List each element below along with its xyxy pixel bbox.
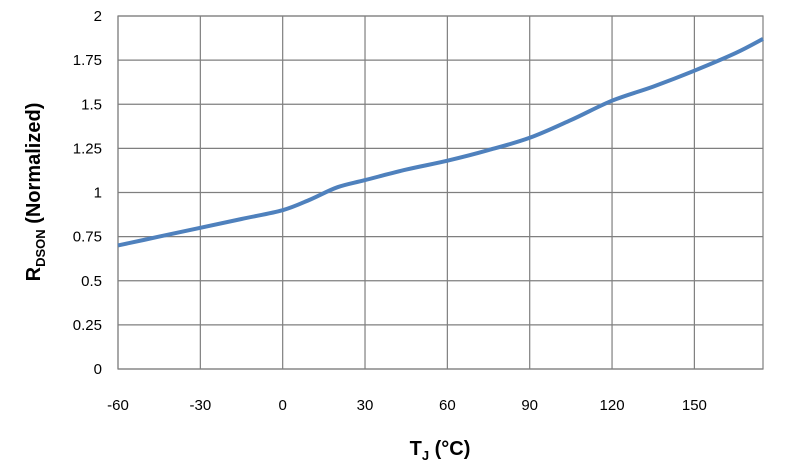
y-axis-title-main: R — [23, 266, 45, 281]
y-tick-label: 1.25 — [73, 140, 102, 157]
y-axis-title-sub: DSON — [33, 229, 48, 267]
x-tick-label: 150 — [682, 397, 707, 414]
x-tick-label: 30 — [357, 397, 374, 414]
x-axis-title-suffix: (°C) — [429, 438, 470, 460]
y-tick-label: 2 — [94, 8, 102, 25]
y-axis-ticks: 0 0.25 0.5 0.75 1 1.25 1.5 1.75 2 — [73, 8, 102, 378]
x-axis-title-main: T — [410, 438, 422, 460]
plot-frame — [117, 15, 764, 370]
x-tick-label: 120 — [600, 397, 625, 414]
x-tick-label: -30 — [189, 397, 211, 414]
y-tick-label: 0.75 — [73, 229, 102, 246]
y-tick-label: 1 — [94, 185, 102, 202]
x-axis-title: TJ (°C) — [410, 438, 471, 463]
x-axis-ticks: -60 -30 0 30 60 90 120 150 — [107, 397, 707, 414]
plot-area — [117, 37, 764, 248]
x-tick-label: 0 — [279, 397, 287, 414]
y-tick-label: 0.5 — [81, 273, 102, 290]
x-axis-title-sub: J — [422, 448, 429, 463]
y-tick-label: 0 — [94, 361, 102, 378]
grid — [117, 15, 764, 370]
y-axis-title: RDSON (Normalized) — [23, 103, 48, 282]
x-tick-label: 60 — [439, 397, 456, 414]
y-tick-label: 0.25 — [73, 317, 102, 334]
x-tick-label: 90 — [521, 397, 538, 414]
x-tick-label: -60 — [107, 397, 129, 414]
series-line — [117, 37, 764, 248]
y-tick-label: 1.5 — [81, 96, 102, 113]
y-tick-label: 1.75 — [73, 52, 102, 69]
y-axis-title-suffix: (Normalized) — [23, 103, 45, 230]
